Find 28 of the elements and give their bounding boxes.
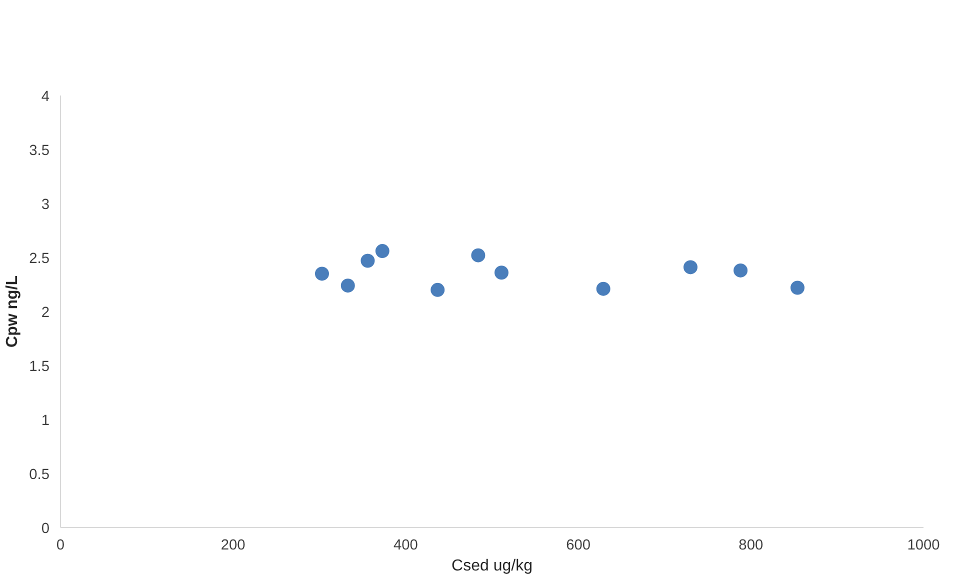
point <box>314 266 329 281</box>
point <box>683 260 698 274</box>
x-tick-label: 400 <box>393 538 418 554</box>
x-tick-label: 600 <box>566 538 591 554</box>
y-axis-title: Cpw ng/L <box>4 275 22 348</box>
x-axis-title: Csed ug/kg <box>452 558 532 574</box>
x-tick-label: 1000 <box>907 538 940 554</box>
y-tick-label: 3 <box>41 197 50 213</box>
y-tick-label: 0.5 <box>29 467 50 483</box>
point <box>471 248 486 262</box>
point <box>360 254 375 268</box>
y-tick-label: 3.5 <box>29 143 50 159</box>
point <box>790 280 804 295</box>
point <box>430 282 445 297</box>
point <box>494 266 508 280</box>
y-tick-label: 1.5 <box>29 359 50 375</box>
y-tick-label: 1 <box>41 413 50 429</box>
x-tick-label: 0 <box>56 538 65 554</box>
point <box>375 244 390 258</box>
y-tick-label: 4 <box>41 89 50 105</box>
x-tick-label: 200 <box>220 538 246 554</box>
y-tick-label: 0 <box>41 521 50 537</box>
y-tick-label: 2 <box>41 305 50 321</box>
point <box>340 278 355 293</box>
point <box>734 263 748 278</box>
point <box>596 282 610 296</box>
x-tick-label: 800 <box>738 538 764 554</box>
y-tick-label: 2.5 <box>29 251 50 267</box>
